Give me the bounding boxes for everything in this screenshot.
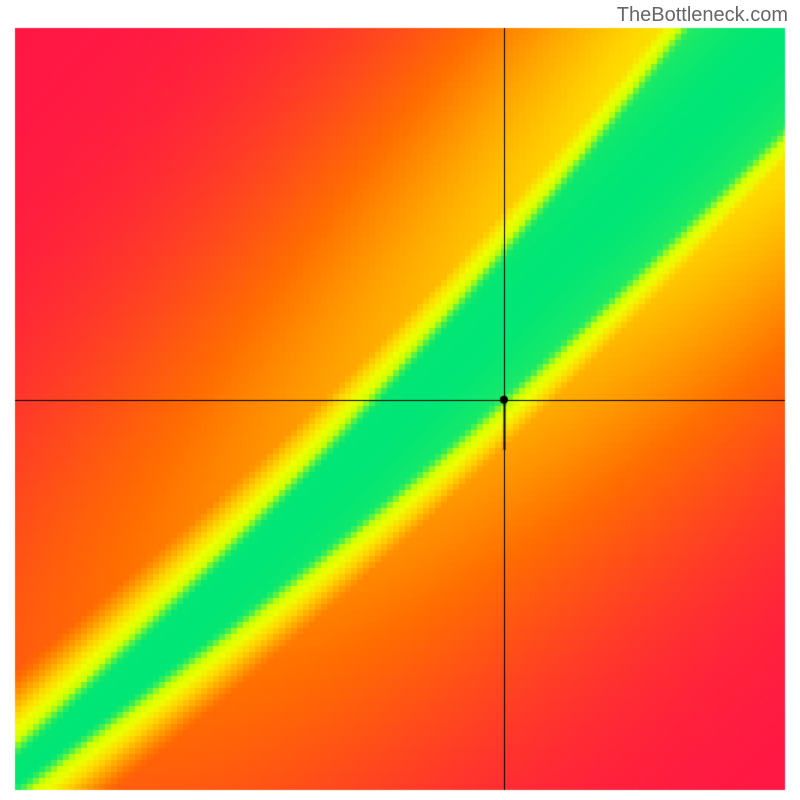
chart-container: TheBottleneck.com [0, 0, 800, 800]
heatmap-canvas [0, 0, 800, 800]
watermark-text: TheBottleneck.com [617, 4, 788, 27]
